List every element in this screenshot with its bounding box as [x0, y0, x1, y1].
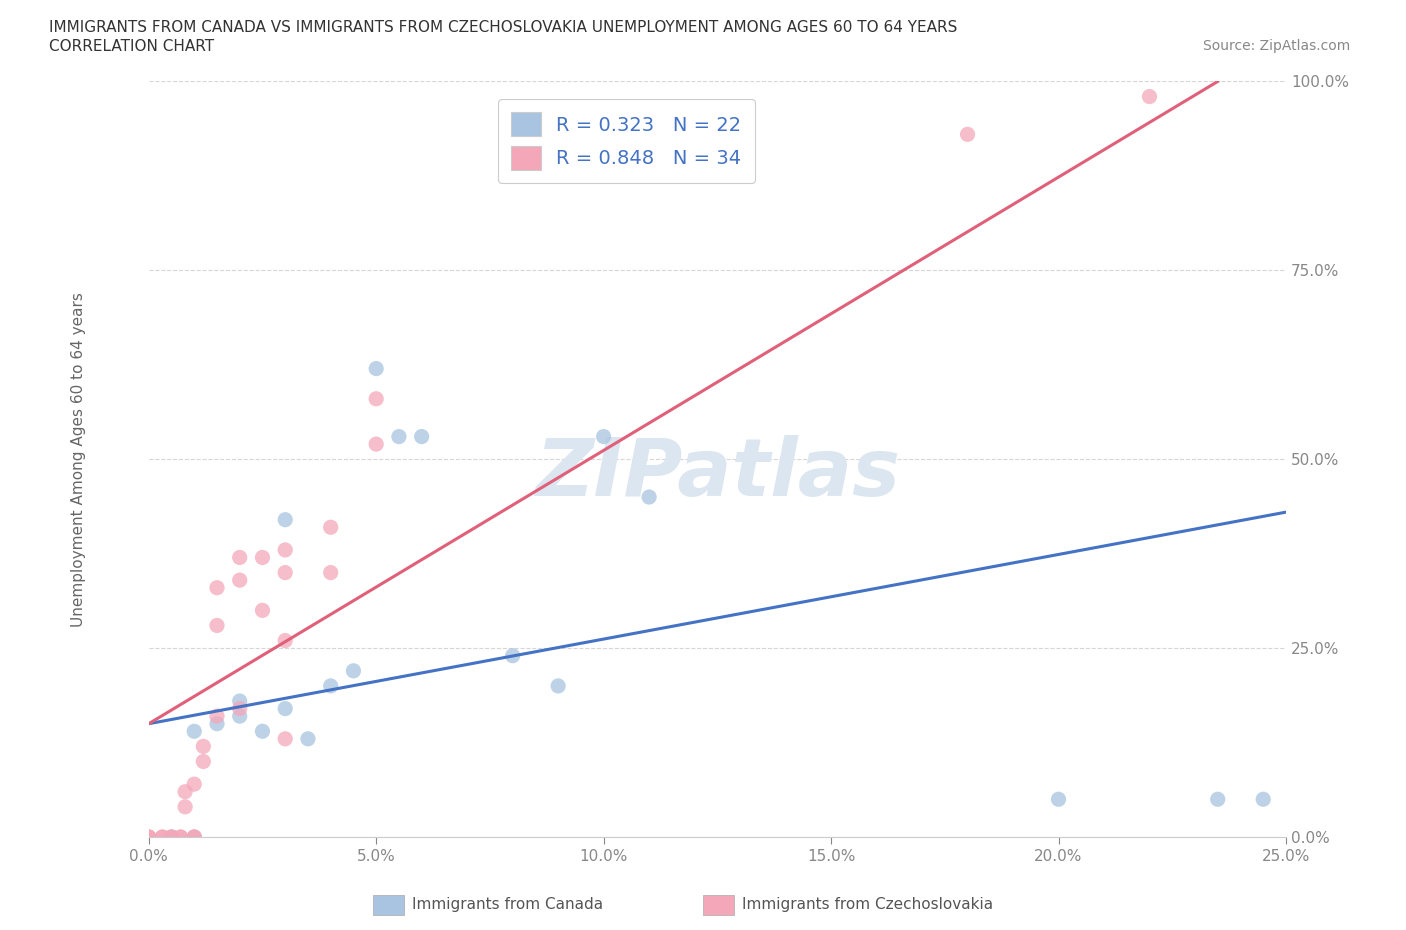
Point — [342, 663, 364, 678]
Point — [205, 618, 228, 633]
Point — [169, 830, 191, 844]
Point — [274, 542, 297, 557]
Point — [205, 716, 228, 731]
Point — [228, 550, 250, 565]
Point — [174, 800, 197, 815]
Point — [160, 830, 183, 844]
Point — [183, 777, 205, 791]
Point — [193, 754, 215, 769]
Point — [274, 565, 297, 580]
Point — [252, 724, 274, 738]
Point — [160, 830, 183, 844]
Point — [1047, 791, 1070, 806]
Point — [502, 648, 524, 663]
Point — [319, 679, 342, 694]
Point — [193, 739, 215, 754]
Point — [228, 701, 250, 716]
Point — [252, 603, 274, 618]
Point — [366, 392, 388, 406]
Point — [205, 709, 228, 724]
Point — [138, 830, 160, 844]
Point — [319, 520, 342, 535]
Point — [411, 429, 433, 444]
Point — [228, 709, 250, 724]
Point — [1206, 791, 1229, 806]
Point — [169, 830, 191, 844]
Point — [297, 731, 319, 746]
Point — [274, 701, 297, 716]
Legend: R = 0.323   N = 22, R = 0.848   N = 34: R = 0.323 N = 22, R = 0.848 N = 34 — [498, 99, 755, 183]
Point — [956, 126, 979, 141]
Point — [183, 830, 205, 844]
Point — [319, 565, 342, 580]
Point — [174, 784, 197, 799]
Y-axis label: Unemployment Among Ages 60 to 64 years: Unemployment Among Ages 60 to 64 years — [72, 292, 86, 627]
Text: CORRELATION CHART: CORRELATION CHART — [49, 39, 214, 54]
Point — [388, 429, 411, 444]
Point — [274, 633, 297, 648]
Point — [183, 830, 205, 844]
Point — [366, 361, 388, 376]
Point — [1251, 791, 1274, 806]
Point — [638, 489, 661, 504]
Point — [228, 694, 250, 709]
Text: ZIPatlas: ZIPatlas — [534, 435, 900, 513]
Point — [160, 830, 183, 844]
Point — [547, 679, 569, 694]
Point — [366, 437, 388, 452]
Point — [252, 550, 274, 565]
Point — [183, 724, 205, 738]
Point — [150, 830, 173, 844]
Point — [228, 573, 250, 588]
Point — [205, 580, 228, 595]
Point — [1139, 89, 1161, 104]
Point — [274, 731, 297, 746]
Point — [138, 830, 160, 844]
Text: Immigrants from Czechoslovakia: Immigrants from Czechoslovakia — [742, 897, 994, 912]
Point — [138, 830, 160, 844]
Point — [183, 830, 205, 844]
Point — [150, 830, 173, 844]
Text: IMMIGRANTS FROM CANADA VS IMMIGRANTS FROM CZECHOSLOVAKIA UNEMPLOYMENT AMONG AGES: IMMIGRANTS FROM CANADA VS IMMIGRANTS FRO… — [49, 20, 957, 35]
Point — [592, 429, 614, 444]
Text: Source: ZipAtlas.com: Source: ZipAtlas.com — [1202, 39, 1350, 53]
Point — [274, 512, 297, 527]
Text: Immigrants from Canada: Immigrants from Canada — [412, 897, 603, 912]
